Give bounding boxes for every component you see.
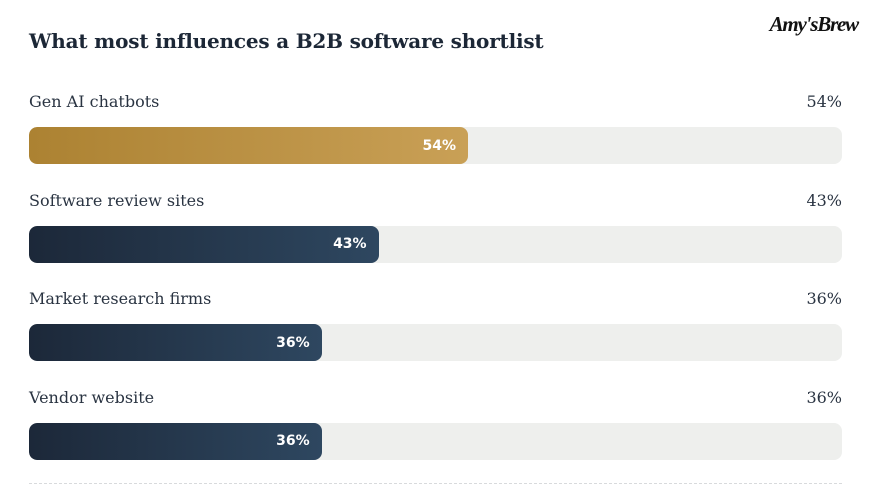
bar-category-label: Market research firms	[29, 289, 211, 308]
bar: 36%	[29, 423, 322, 460]
bar-track: 54%	[29, 127, 842, 164]
brand-logo: Amy'sBrew	[770, 12, 858, 37]
bar-track: 43%	[29, 226, 842, 263]
bar: 54%	[29, 127, 468, 164]
bar-row: Gen AI chatbots 54% 54%	[29, 92, 842, 191]
bar-track: 36%	[29, 423, 842, 460]
bar-value-label: 36%	[806, 388, 842, 407]
chart-title: What most influences a B2B software shor…	[29, 29, 543, 53]
bar-category-label: Vendor website	[29, 388, 154, 407]
bar-value-label: 36%	[806, 289, 842, 308]
bar-row: Vendor website 36% 36%	[29, 388, 842, 486]
bar-row: Software review sites 43% 43%	[29, 191, 842, 290]
bar-row: Market research firms 36% 36%	[29, 289, 842, 388]
bar-data-label: 36%	[276, 433, 310, 449]
bar: 36%	[29, 324, 322, 361]
bar-chart: Gen AI chatbots 54% 54% Software review sit…	[29, 92, 842, 486]
bar-category-label: Gen AI chatbots	[29, 92, 159, 111]
bottom-divider	[29, 483, 842, 484]
bar-value-label: 54%	[806, 92, 842, 111]
bar: 43%	[29, 226, 379, 263]
bar-data-label: 43%	[333, 236, 367, 252]
bar-data-label: 36%	[276, 335, 310, 351]
bar-row-header: Vendor website 36%	[29, 388, 842, 416]
bar-row-header: Software review sites 43%	[29, 191, 842, 219]
bar-data-label: 54%	[423, 138, 457, 154]
bar-row-header: Gen AI chatbots 54%	[29, 92, 842, 120]
bar-track: 36%	[29, 324, 842, 361]
bar-category-label: Software review sites	[29, 191, 204, 210]
bar-value-label: 43%	[806, 191, 842, 210]
bar-row-header: Market research firms 36%	[29, 289, 842, 317]
